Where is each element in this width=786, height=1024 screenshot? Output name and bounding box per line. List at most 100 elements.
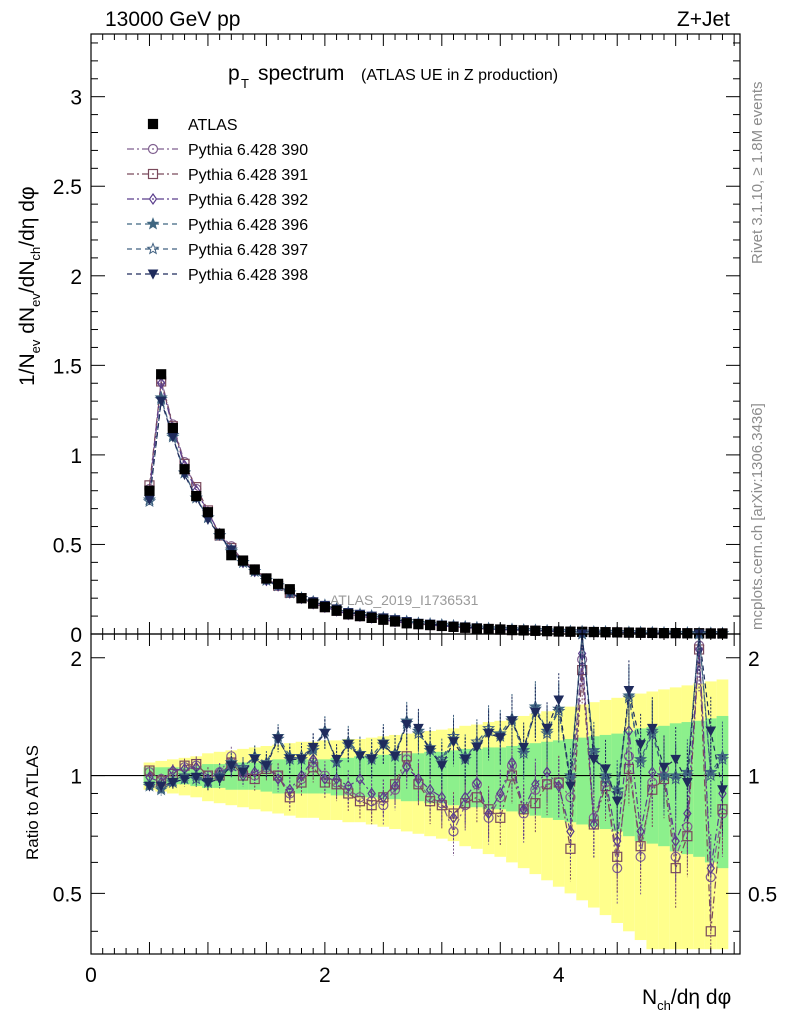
legend-marker-3 bbox=[148, 192, 158, 206]
ratio-series-point bbox=[319, 729, 331, 740]
band-green-bin bbox=[693, 720, 705, 857]
header-process: Z+Jet bbox=[677, 8, 730, 31]
legend-label-3: Pythia 6.428 392 bbox=[188, 192, 308, 209]
ratio-series-point bbox=[589, 818, 599, 831]
atlas-data-point bbox=[366, 612, 377, 623]
legend: ATLAS Pythia 6.428 390 Pythia 6.428 391 Pyt… bbox=[127, 117, 308, 284]
title-spectrum: spectrum bbox=[258, 62, 344, 85]
ratio-series-point bbox=[284, 754, 296, 765]
ratio-series-point bbox=[624, 724, 634, 738]
atlas-data-point bbox=[308, 598, 319, 609]
atlas-data-point bbox=[401, 618, 412, 629]
ratio-series-point bbox=[507, 756, 517, 769]
ratio-series-point bbox=[155, 781, 167, 792]
ratio-series-point bbox=[484, 807, 493, 820]
ratio-series-point bbox=[320, 772, 330, 786]
atlas-data-point bbox=[261, 573, 272, 584]
header-energy: 13000 GeV pp bbox=[105, 8, 240, 31]
legend-label-2: Pythia 6.428 391 bbox=[188, 167, 308, 184]
ratio-series-line-5 bbox=[149, 633, 724, 802]
ratio-series-point bbox=[297, 769, 306, 782]
ratio-series-point bbox=[379, 791, 388, 804]
ratio-series-point bbox=[424, 745, 436, 756]
ratio-series-point bbox=[494, 733, 506, 744]
ratio-series-point bbox=[530, 707, 541, 718]
ratio-series-point bbox=[472, 776, 482, 789]
uncertainty-bands bbox=[143, 679, 729, 950]
ratio-series-point bbox=[250, 766, 259, 779]
ratio-series-point bbox=[459, 754, 471, 765]
ratio-series-point bbox=[285, 783, 295, 796]
ratio-series-point bbox=[540, 726, 554, 740]
top-series-point bbox=[156, 377, 166, 390]
ratio-series-point bbox=[612, 835, 622, 848]
rivet-version-label: Rivet 3.1.10, ≥ 1.8M events bbox=[749, 82, 766, 265]
legend-marker-5 bbox=[146, 242, 160, 255]
atlas-data-point bbox=[389, 616, 401, 627]
top-series-point bbox=[155, 396, 167, 407]
ratio-series-point bbox=[623, 685, 635, 697]
ratio-series-point bbox=[167, 778, 179, 789]
ratio-series-point bbox=[296, 754, 307, 765]
ratio-series-line-2 bbox=[149, 649, 724, 869]
ratio-series-point bbox=[411, 726, 426, 740]
legend-label-6: Pythia 6.428 398 bbox=[188, 267, 308, 284]
atlas-data-point bbox=[296, 593, 307, 604]
ratio-series-point bbox=[273, 772, 283, 786]
ratio-series-point bbox=[366, 754, 377, 765]
title-paren: (ATLAS UE in Z production) bbox=[361, 67, 558, 84]
ratio-series-point bbox=[425, 783, 435, 796]
ratio-series-point bbox=[600, 764, 611, 775]
ratio-series-point bbox=[541, 723, 553, 734]
ratio-series-point bbox=[225, 761, 237, 772]
atlas-data-point bbox=[214, 528, 225, 539]
ratio-y-tick-label-right: 1 bbox=[748, 766, 760, 789]
ratio-series-layer bbox=[142, 627, 730, 954]
atlas-data-point bbox=[272, 578, 284, 589]
ratio-series-point bbox=[704, 768, 718, 782]
ratio-series-point bbox=[202, 778, 214, 789]
ratio-series-point bbox=[542, 766, 552, 779]
ratio-series-point bbox=[390, 780, 400, 793]
ratio-series-point bbox=[683, 807, 692, 820]
ratio-series-point bbox=[261, 761, 272, 772]
title-p: p bbox=[228, 62, 240, 85]
legend-label-0: ATLAS bbox=[188, 117, 238, 134]
ratio-series-line-4 bbox=[149, 633, 723, 795]
ratio-series-point bbox=[648, 766, 657, 779]
ratio-series-point bbox=[460, 791, 470, 804]
legend-marker-6 bbox=[147, 269, 159, 280]
ratio-y-tick-label: 2 bbox=[70, 648, 82, 671]
ratio-series-line-1 bbox=[149, 649, 724, 932]
ratio-series-point bbox=[214, 774, 225, 785]
ratio-y-tick-label: 0.5 bbox=[53, 883, 82, 906]
band-green-bin bbox=[377, 754, 390, 800]
band-green-bin bbox=[482, 747, 495, 810]
ratio-series-point bbox=[355, 772, 365, 786]
top-y-tick-label: 0 bbox=[70, 624, 82, 647]
legend-label-1: Pythia 6.428 390 bbox=[188, 142, 308, 159]
ratio-y-tick-label-right: 0.5 bbox=[748, 883, 777, 906]
y-axis-label-top: 1/Nev dNev/dNch/dη dφ bbox=[16, 186, 43, 386]
ratio-series-point bbox=[565, 781, 576, 792]
atlas-data-point bbox=[144, 485, 155, 496]
ratio-series-point bbox=[496, 787, 505, 800]
ratio-series-point bbox=[237, 767, 249, 778]
ratio-series-point bbox=[670, 754, 682, 765]
atlas-data-point bbox=[331, 605, 342, 616]
ratio-series-point bbox=[344, 780, 353, 793]
ratio-series-point bbox=[414, 772, 423, 786]
band-green-bin bbox=[342, 757, 355, 796]
ratio-series-point bbox=[506, 716, 518, 727]
ratio-series-point bbox=[483, 729, 494, 740]
ratio-y-tick-label: 1 bbox=[70, 766, 82, 789]
ratio-series-point bbox=[179, 774, 190, 785]
ratio-series-point bbox=[272, 734, 284, 745]
ratio-series-point bbox=[717, 785, 728, 796]
ratio-series-point bbox=[354, 751, 366, 762]
ratio-series-point bbox=[566, 825, 575, 838]
band-green-bin bbox=[283, 759, 296, 794]
legend-label-5: Pythia 6.428 397 bbox=[188, 242, 308, 259]
top-y-tick-label: 3 bbox=[70, 87, 82, 110]
